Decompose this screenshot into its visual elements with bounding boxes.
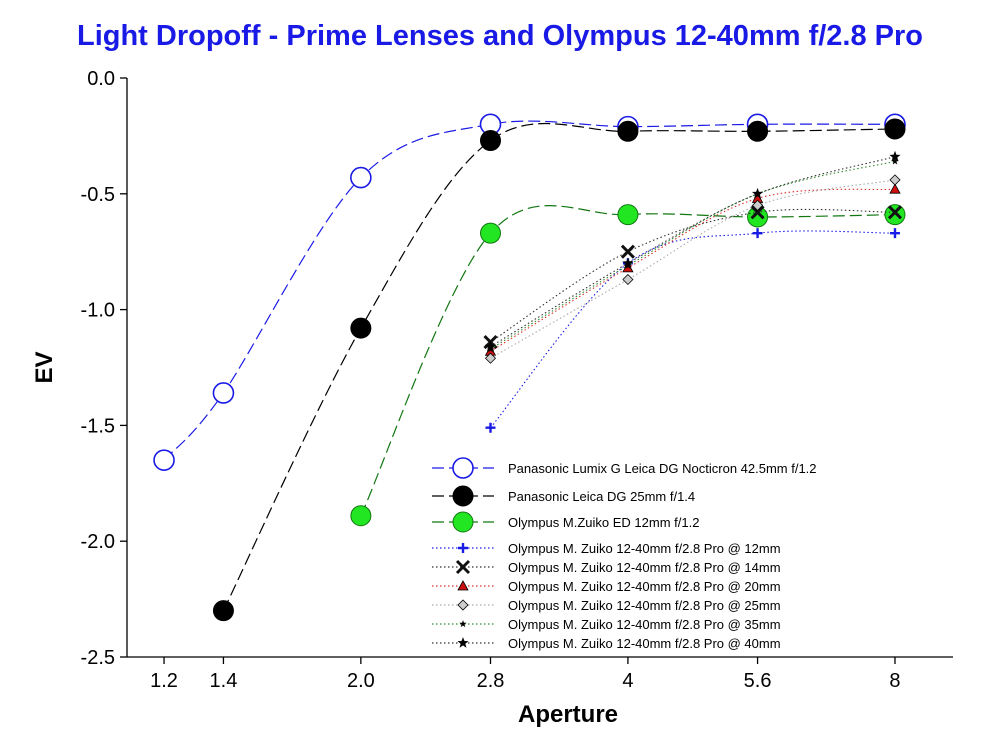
data-point [212,382,235,404]
data-point [622,257,634,269]
series-olympus-m-zuiko-12-40mm-f-2-8-pro-25mm [484,174,901,364]
legend-marker [452,457,474,479]
legend-label: Olympus M. Zuiko 12-40mm f/2.8 Pro @ 14m… [508,560,781,575]
legend-entry: Olympus M. Zuiko 12-40mm f/2.8 Pro @ 35m… [432,617,781,632]
legend-label: Olympus M. Zuiko 12-40mm f/2.8 Pro @ 35m… [508,617,781,632]
y-tick-label: -2.0 [81,531,115,553]
legend-entry: Olympus M. Zuiko 12-40mm f/2.8 Pro @ 40m… [432,636,781,651]
series-line [163,120,896,461]
y-tick-label: -2.5 [81,647,115,669]
y-tick-label: 0.0 [87,68,115,90]
data-point [622,273,634,286]
legend-marker [458,543,468,553]
data-point [620,244,635,259]
series-line [222,122,896,611]
data-point [751,199,764,211]
series-line [490,179,896,359]
series-olympus-m-zuiko-12-40mm-f-2-8-pro-14mm [483,205,903,350]
data-point [350,317,372,339]
legend-entry: Olympus M.Zuiko ED 12mm f/1.2 [432,511,699,533]
x-tick-label: 1.4 [210,670,238,692]
legend: Panasonic Lumix G Leica DG Nocticron 42.… [432,457,817,651]
data-point [485,422,496,433]
legend-marker [455,559,471,575]
series-olympus-m-zuiko-ed-12mm-f-1-2 [350,204,906,527]
data-point [479,222,501,244]
series-panasonic-leica-dg-25mm-f-1-4 [212,118,906,622]
series-line [490,230,896,429]
series-line [490,156,896,348]
x-axis-title: Aperture [518,701,618,728]
data-point [617,120,639,142]
data-point [350,166,372,189]
legend-marker [457,580,469,591]
x-tick-label: 4 [622,670,633,692]
legend-label: Olympus M. Zuiko 12-40mm f/2.8 Pro @ 20m… [508,579,781,594]
legend-marker [457,637,469,648]
series-olympus-m-zuiko-12-40mm-f-2-8-pro-35mm [486,157,899,353]
legend-entry: Olympus M. Zuiko 12-40mm f/2.8 Pro @ 14m… [432,559,781,575]
data-point [751,187,764,199]
series-olympus-m-zuiko-12-40mm-f-2-8-pro-40mm [484,150,901,352]
data-point [750,205,765,220]
data-point [887,205,903,220]
data-point [889,150,901,162]
series-line [360,205,896,516]
legend-marker [457,599,469,611]
legend-entry: Panasonic Leica DG 25mm f/1.4 [432,485,695,507]
legend-label: Panasonic Lumix G Leica DG Nocticron 42.… [508,461,817,476]
data-point [484,340,497,352]
y-axis-title: EV [31,351,58,383]
data-point [747,120,769,142]
y-tick-label: -1.5 [81,415,115,437]
series-line [490,160,896,350]
series-line [490,208,896,343]
legend-label: Olympus M.Zuiko ED 12mm f/1.2 [508,515,699,530]
data-point [884,204,906,226]
data-point [212,600,234,622]
x-tick-label: 5.6 [744,670,772,692]
data-point [617,204,639,226]
plot-area [153,113,906,622]
legend-entry: Olympus M. Zuiko 12-40mm f/2.8 Pro @ 20m… [432,579,781,594]
legend-entry: Panasonic Lumix G Leica DG Nocticron 42.… [432,457,817,479]
x-tick-label: 2.8 [477,670,505,692]
axes: 0.0 -0.5 -1.0 -1.5 -2.0 -2.5 1.2 1.4 2.0 2.8 4 5.6 8… [31,68,953,728]
data-point [350,505,372,527]
legend-label: Olympus M. Zuiko 12-40mm f/2.8 Pro @ 12m… [508,541,781,556]
legend-label: Olympus M. Zuiko 12-40mm f/2.8 Pro @ 40m… [508,636,781,651]
data-point [889,174,901,186]
legend-label: Panasonic Leica DG 25mm f/1.4 [508,489,695,504]
legend-entry: Olympus M. Zuiko 12-40mm f/2.8 Pro @ 12m… [432,541,781,556]
data-point [889,228,900,239]
legend-label: Olympus M. Zuiko 12-40mm f/2.8 Pro @ 25m… [508,598,781,613]
data-point [484,352,497,364]
x-tick-label: 2.0 [347,670,375,692]
data-point [884,118,906,140]
y-tick-label: -1.0 [81,300,115,322]
series-panasonic-lumix-g-leica-dg-nocticron-42-5mm-f-1-2 [153,113,906,471]
legend-marker [459,620,467,628]
data-point [479,130,501,152]
legend-marker [452,511,474,533]
data-point [752,228,763,239]
legend-entry: Olympus M. Zuiko 12-40mm f/2.8 Pro @ 25m… [432,598,781,613]
x-tick-label: 8 [889,670,900,692]
data-point [153,449,175,471]
chart-title: Light Dropoff - Prime Lenses and Olympus… [76,20,923,52]
series-olympus-m-zuiko-12-40mm-f-2-8-pro-12mm [485,228,900,433]
x-tick-label: 1.2 [150,670,178,692]
legend-marker [452,485,474,507]
data-point [889,183,901,194]
series-line [490,188,896,352]
y-tick-label: -0.5 [81,184,115,206]
